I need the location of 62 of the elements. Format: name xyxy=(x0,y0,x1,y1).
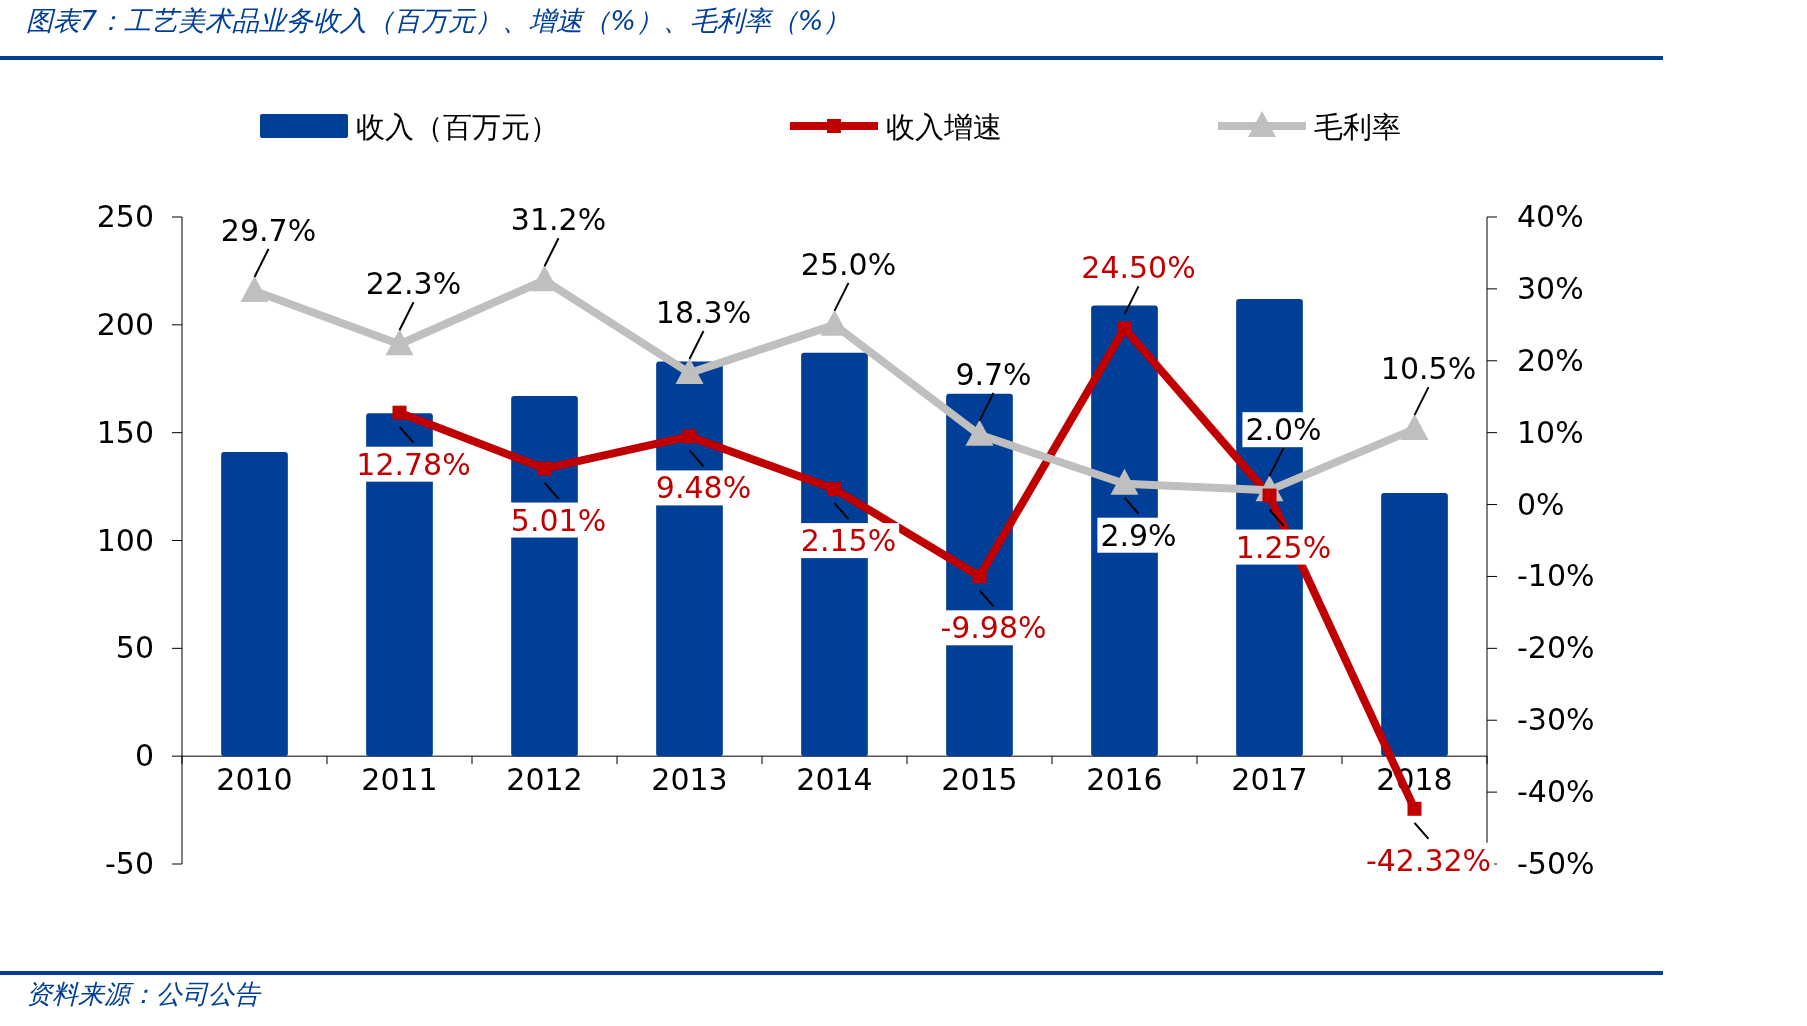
y2-tick-label: 10% xyxy=(1517,414,1584,450)
data-label: -9.98% xyxy=(940,610,1047,646)
bar xyxy=(221,452,288,757)
text: 资料来源：公司公告 xyxy=(26,979,262,1009)
data-label: 9.7% xyxy=(955,356,1032,392)
y-tick-label: 0 xyxy=(134,738,154,774)
legend-label: 收入增速 xyxy=(886,110,1002,144)
point xyxy=(392,405,407,420)
point xyxy=(1400,414,1429,441)
x-tick-label: 2010 xyxy=(216,762,293,798)
y2-tick-label: -30% xyxy=(1517,702,1595,738)
data-label: 18.3% xyxy=(655,295,752,330)
data-label: 5.01% xyxy=(510,502,607,538)
data-label: 24.50% xyxy=(1081,250,1196,286)
point xyxy=(240,276,269,303)
data-label: 29.7% xyxy=(220,213,317,249)
chart-title: 图表7：工艺美术品业务收入（百万元）、增速（%）、毛利率（%） xyxy=(26,5,851,36)
x-tick-label: 2013 xyxy=(651,762,728,798)
x-tick-label: 2011 xyxy=(361,762,438,798)
data-label: 25.0% xyxy=(800,246,897,282)
data-label: 9.48% xyxy=(655,470,752,506)
data-label: 10.5% xyxy=(1380,351,1477,387)
data-label: 2.0% xyxy=(1245,412,1322,448)
y2-tick-label: -50% xyxy=(1517,846,1595,881)
x-tick-label: 2016 xyxy=(1086,762,1163,798)
point xyxy=(385,329,414,356)
y2-tick-label: 0% xyxy=(1517,486,1565,522)
y-tick-label: 100 xyxy=(96,522,154,558)
y2-tick-label: -10% xyxy=(1517,558,1595,594)
y-tick-label: 250 xyxy=(96,199,154,234)
x-tick-label: 2014 xyxy=(796,762,873,798)
y-tick-label: 200 xyxy=(96,306,154,342)
y2-tick-label: -40% xyxy=(1517,774,1595,810)
data-label: 12.78% xyxy=(356,446,471,482)
y-tick-label: 150 xyxy=(96,414,154,450)
data-label: 2.9% xyxy=(1100,517,1177,553)
y2-tick-label: -20% xyxy=(1517,630,1595,666)
data-label: 31.2% xyxy=(510,202,607,238)
y2-tick-label: 20% xyxy=(1517,342,1584,378)
y-tick-label: -50 xyxy=(105,846,154,881)
data-label: 22.3% xyxy=(365,266,462,302)
data-label: 2.15% xyxy=(800,523,897,559)
x-tick-label: 2017 xyxy=(1231,762,1308,798)
y2-tick-label: 40% xyxy=(1517,199,1584,234)
point xyxy=(827,482,842,497)
x-tick-label: 2015 xyxy=(941,762,1018,798)
bar xyxy=(1381,493,1448,757)
point xyxy=(1110,468,1139,495)
point xyxy=(1117,321,1132,336)
legend-label: 收入（百万元） xyxy=(356,110,559,144)
x-tick-label: 2012 xyxy=(506,762,583,798)
point xyxy=(1407,801,1422,816)
data-label: 1.25% xyxy=(1235,529,1332,565)
point xyxy=(972,569,987,584)
point xyxy=(537,461,552,476)
legend-label: 毛利率 xyxy=(1314,110,1401,144)
point xyxy=(682,429,697,444)
point xyxy=(675,358,704,384)
y2-tick-label: 30% xyxy=(1517,270,1584,306)
y-tick-label: 50 xyxy=(115,630,154,666)
point xyxy=(965,419,994,446)
data-label: -42.32% xyxy=(1365,842,1492,878)
